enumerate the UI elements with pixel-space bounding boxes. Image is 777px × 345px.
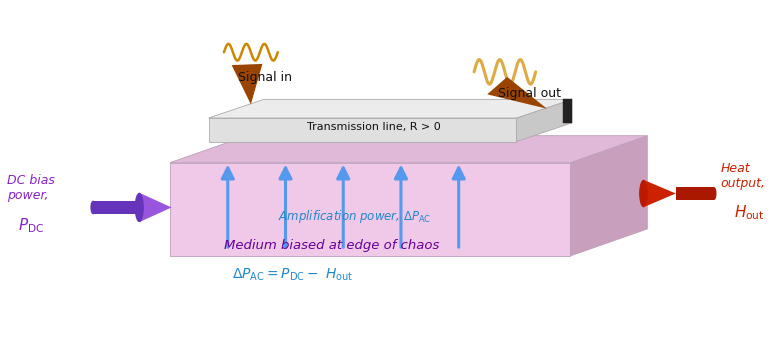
Polygon shape: [139, 193, 172, 222]
Polygon shape: [170, 136, 647, 163]
Ellipse shape: [137, 200, 142, 214]
Ellipse shape: [712, 187, 716, 200]
Text: Medium biased at edge of chaos: Medium biased at edge of chaos: [224, 239, 439, 252]
Text: Signal out: Signal out: [498, 88, 561, 100]
Polygon shape: [563, 99, 572, 123]
Polygon shape: [208, 118, 517, 141]
Text: Amplification power, $\Delta P_{\mathrm{AC}}$: Amplification power, $\Delta P_{\mathrm{…: [278, 208, 431, 225]
Polygon shape: [570, 136, 647, 256]
Text: $H_{\mathrm{out}}$: $H_{\mathrm{out}}$: [734, 203, 765, 221]
Polygon shape: [487, 77, 547, 109]
Text: Heat
output,: Heat output,: [720, 162, 765, 190]
Text: DC bias
power,: DC bias power,: [7, 174, 54, 202]
Polygon shape: [643, 180, 676, 207]
Polygon shape: [676, 187, 714, 200]
Text: Signal in: Signal in: [238, 71, 291, 84]
Text: $\Delta P_{\mathrm{AC}} = P_{\mathrm{DC}}-\ H_{\mathrm{out}}$: $\Delta P_{\mathrm{AC}} = P_{\mathrm{DC}…: [232, 266, 354, 283]
Polygon shape: [93, 200, 139, 214]
Text: Transmission line, R > 0: Transmission line, R > 0: [307, 122, 441, 132]
Polygon shape: [208, 99, 572, 118]
Text: $P_{\mathrm{DC}}$: $P_{\mathrm{DC}}$: [18, 217, 44, 235]
Polygon shape: [517, 99, 572, 141]
Ellipse shape: [639, 180, 648, 207]
Ellipse shape: [134, 193, 144, 222]
Ellipse shape: [90, 200, 96, 214]
Polygon shape: [170, 163, 570, 256]
Polygon shape: [232, 64, 263, 105]
